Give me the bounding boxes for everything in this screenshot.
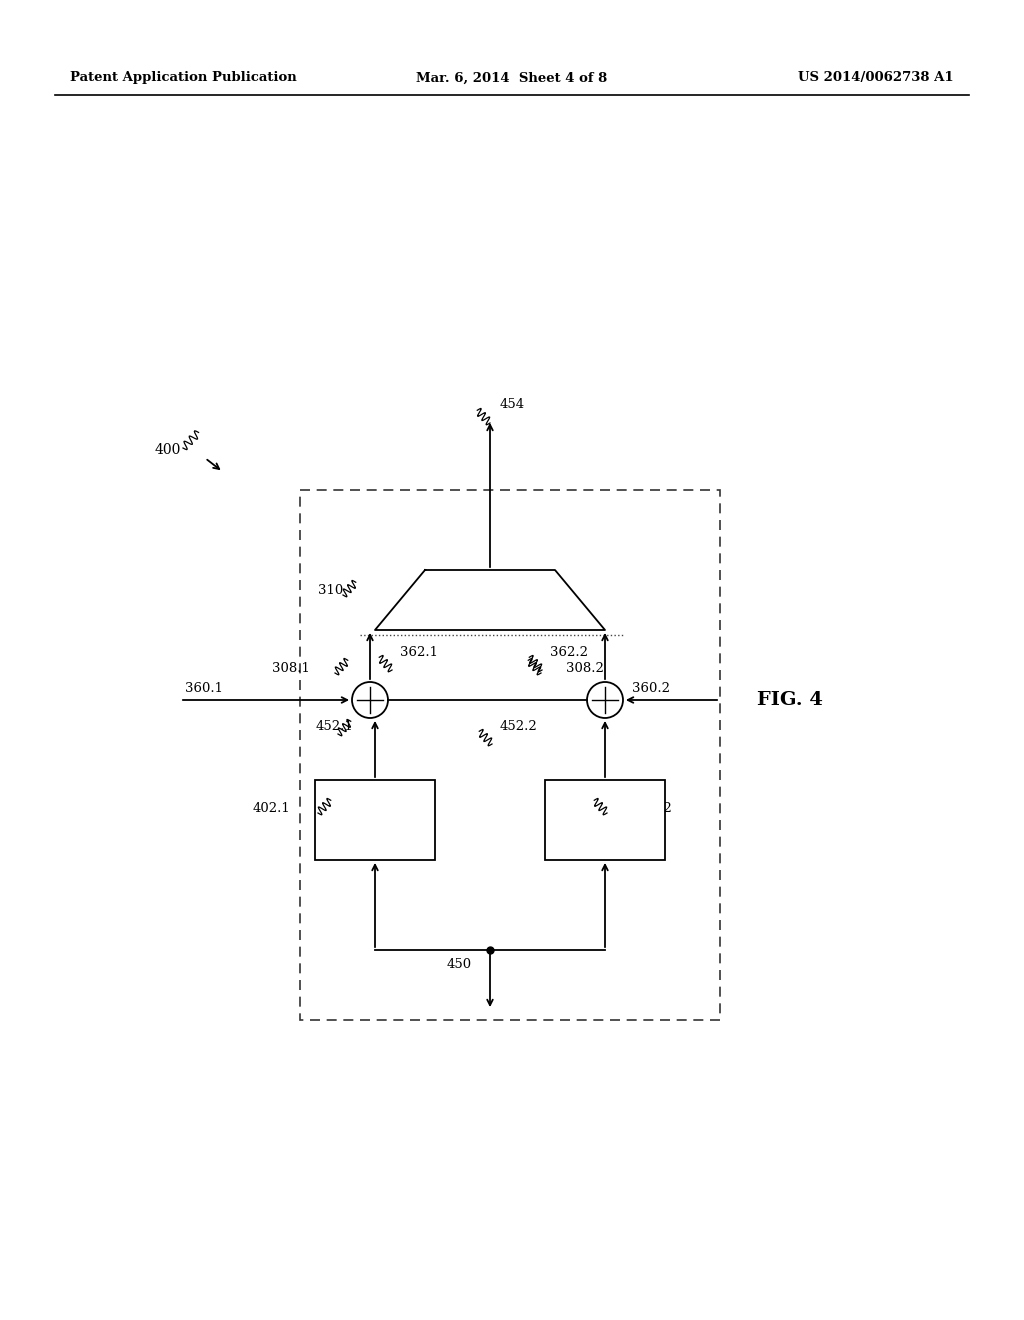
Text: 308.1: 308.1 bbox=[272, 661, 310, 675]
Text: $F_1(z)$: $F_1(z)$ bbox=[355, 809, 395, 830]
Text: 360.2: 360.2 bbox=[632, 681, 670, 694]
Text: 362.1: 362.1 bbox=[400, 645, 438, 659]
Text: $F_2(z)$: $F_2(z)$ bbox=[585, 809, 625, 830]
Text: 308.2: 308.2 bbox=[566, 661, 604, 675]
Text: FIG. 4: FIG. 4 bbox=[757, 690, 823, 709]
Text: 360.1: 360.1 bbox=[185, 681, 223, 694]
Bar bbox=[315, 780, 435, 861]
Text: Patent Application Publication: Patent Application Publication bbox=[70, 71, 297, 84]
Text: 310: 310 bbox=[318, 583, 343, 597]
Bar bbox=[300, 490, 720, 1020]
Text: 452.2: 452.2 bbox=[500, 719, 538, 733]
Text: 454: 454 bbox=[500, 399, 525, 412]
Text: US 2014/0062738 A1: US 2014/0062738 A1 bbox=[799, 71, 954, 84]
Bar bbox=[545, 780, 665, 861]
Text: 362.2: 362.2 bbox=[550, 645, 588, 659]
Text: 452.1: 452.1 bbox=[316, 719, 353, 733]
Text: Mar. 6, 2014  Sheet 4 of 8: Mar. 6, 2014 Sheet 4 of 8 bbox=[417, 71, 607, 84]
Text: 450: 450 bbox=[446, 958, 472, 972]
Text: 402.1: 402.1 bbox=[252, 801, 290, 814]
Text: 400: 400 bbox=[155, 444, 181, 457]
Text: 402.2: 402.2 bbox=[635, 801, 673, 814]
